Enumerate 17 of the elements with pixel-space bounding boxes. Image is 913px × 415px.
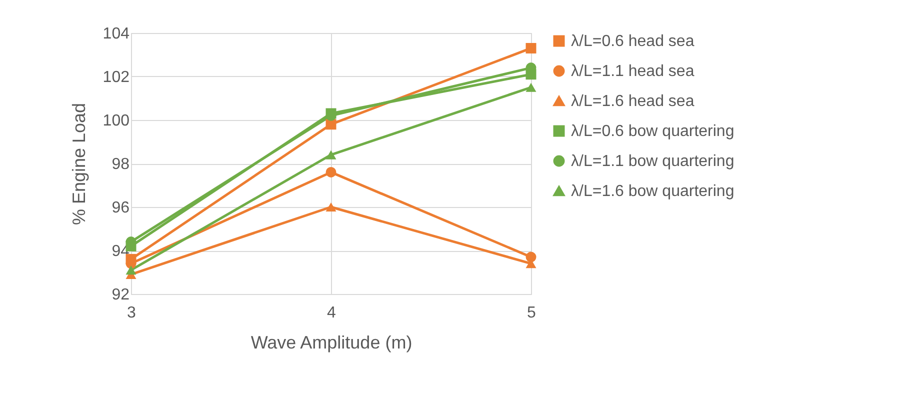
legend-label: λ/L=1.1 head sea — [571, 63, 694, 80]
legend-label: λ/L=0.6 head sea — [571, 33, 694, 50]
x-tick-label: 4 — [327, 304, 336, 322]
y-tick-label: 100 — [102, 112, 130, 130]
y-tick-label: 104 — [102, 26, 130, 42]
legend-label: λ/L=1.6 head sea — [571, 93, 694, 110]
x-axis-title: Wave Amplitude (m) — [250, 332, 412, 352]
y-tick-label: 92 — [112, 286, 130, 304]
y-axis-title: % Engine Load — [68, 102, 89, 226]
legend-label: λ/L=1.1 bow quartering — [571, 153, 734, 170]
y-tick-label: 102 — [102, 69, 130, 86]
y-tick-label: 96 — [112, 200, 130, 216]
legend-label: λ/L=0.6 bow quartering — [571, 123, 734, 140]
x-tick-label: 5 — [527, 304, 536, 322]
legend-label: λ/L=1.6 bow quartering — [571, 183, 734, 200]
x-tick-label: 3 — [127, 304, 136, 322]
y-tick-label: 98 — [112, 156, 130, 173]
